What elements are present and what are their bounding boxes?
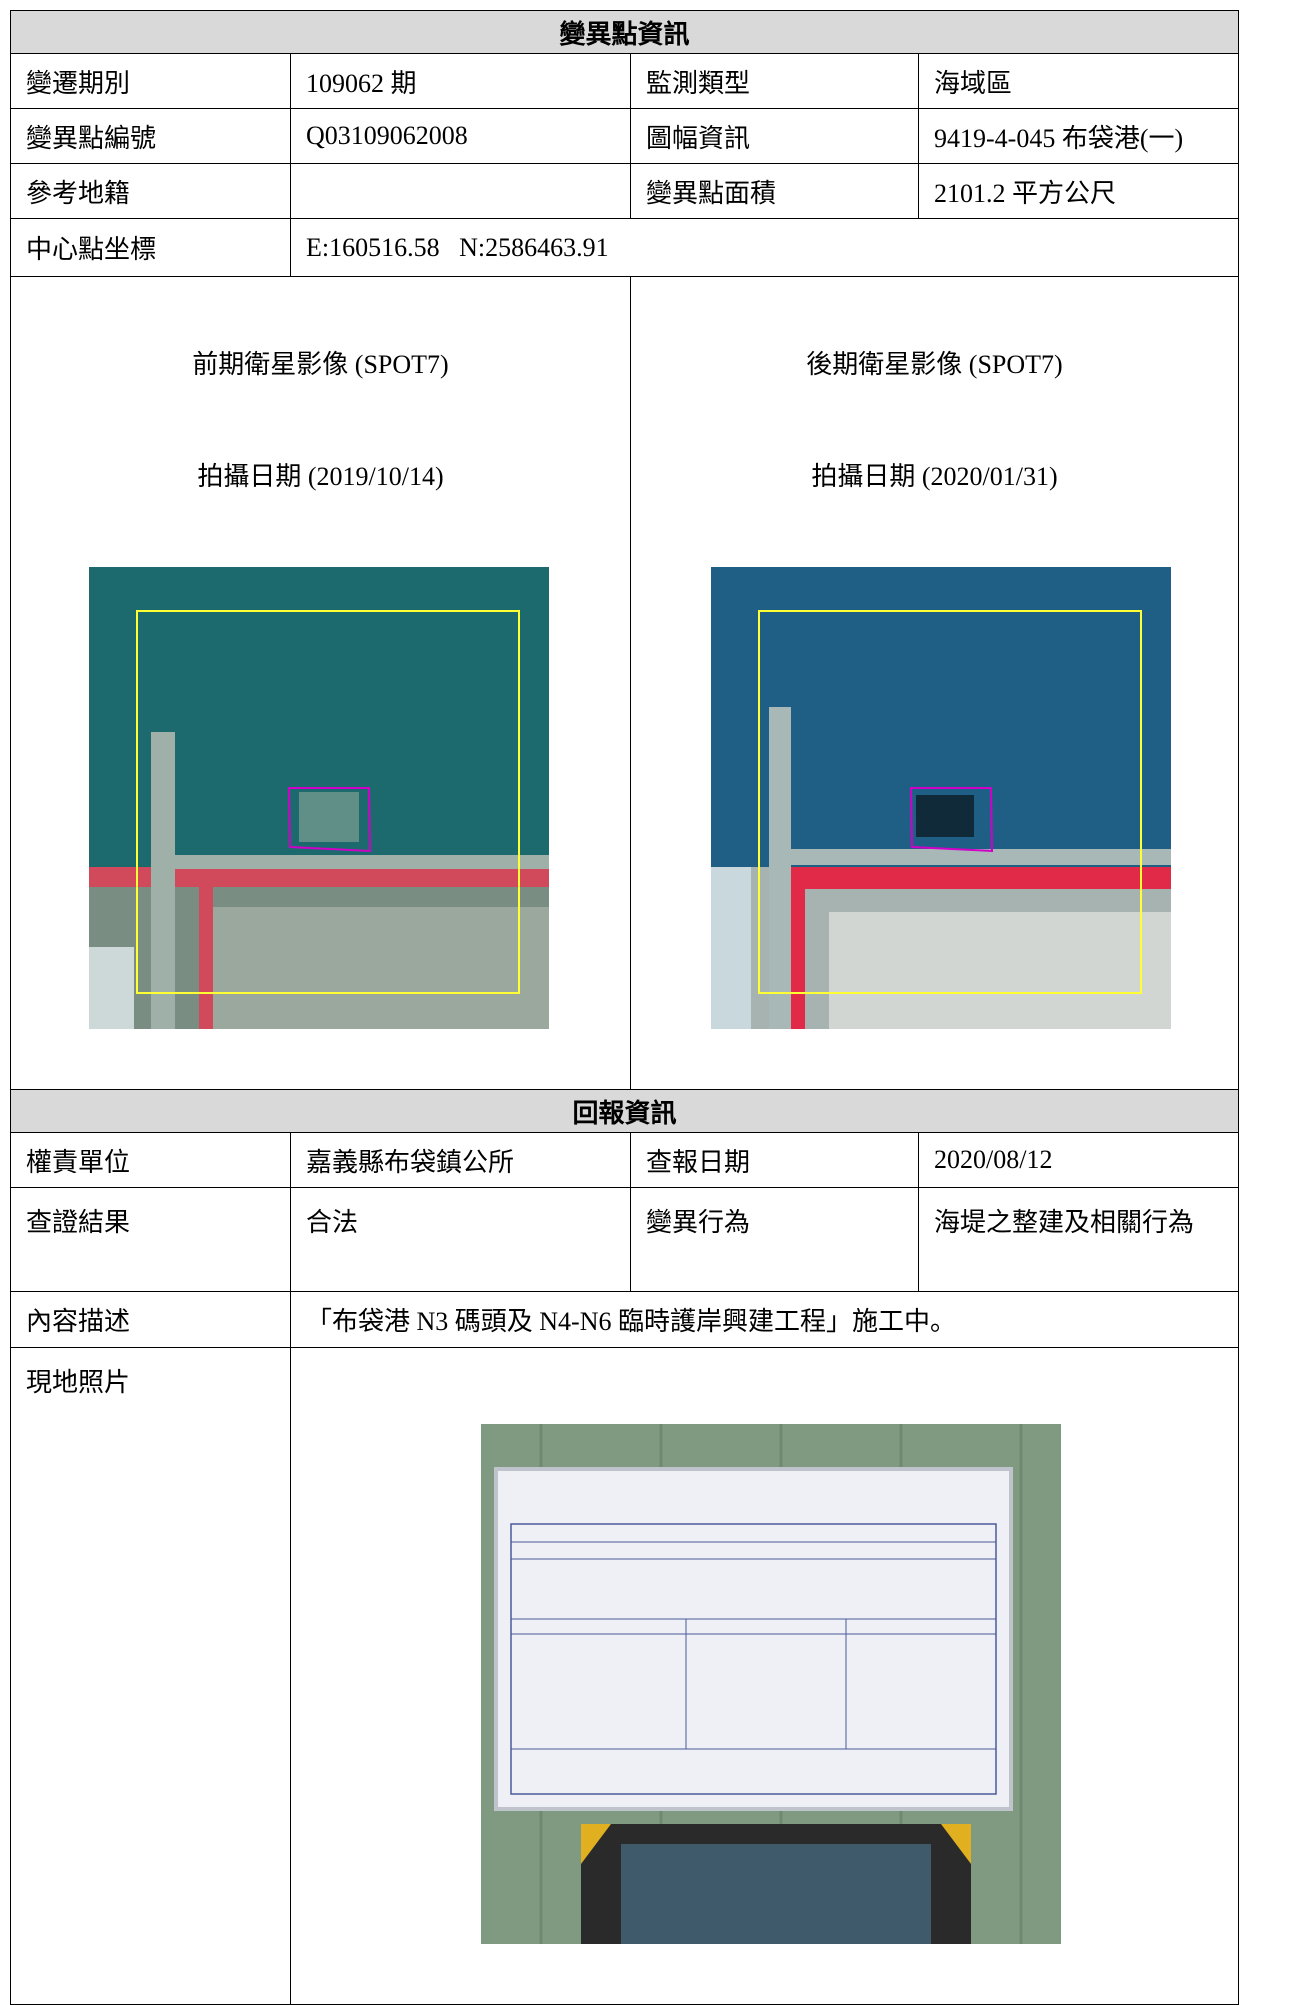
cell: 變異點編號: [10, 108, 291, 164]
satellite-image-after: [711, 567, 1171, 1029]
cell: 2020/08/12: [917, 1132, 1240, 1188]
cell: 109062 期: [290, 53, 631, 109]
cell: 查報日期: [630, 1132, 919, 1188]
section-header: 變異點資訊: [9, 10, 1240, 54]
cell: E:160516.58 N:2586463.91: [289, 218, 1240, 277]
cell: 圖幅資訊: [630, 108, 919, 164]
image-caption: 前期衛星影像 (SPOT7): [192, 350, 449, 379]
report-table: 變異點資訊 變遷期別 109062 期監測類型 海域區 變異點編號 Q03109062…: [9, 10, 1240, 2005]
cell: 變異點面積: [630, 163, 919, 219]
site-photo: [481, 1424, 1061, 1944]
image-caption: 後期衛星影像 (SPOT7): [806, 350, 1063, 379]
cell: 嘉義縣布袋鎮公所: [290, 1132, 631, 1188]
photo-cell: [289, 1347, 1240, 2005]
cell: 變異行為: [630, 1187, 919, 1292]
cell: 權責單位: [10, 1132, 291, 1188]
image-date: 拍攝日期 (2019/10/14): [197, 462, 444, 491]
cell: 「布袋港 N3 碼頭及 N4-N6 臨時護岸興建工程」施工中。: [289, 1291, 1240, 1348]
cell: 內容描述: [10, 1291, 291, 1348]
cell: 中心點坐標: [10, 218, 291, 277]
page: {"info": {"title": "變異點資訊", "rows": [["變…: [9, 10, 1240, 2005]
cell: 2101.2 平方公尺: [917, 163, 1240, 219]
cell: [290, 163, 631, 219]
cell: 海堤之整建及相關行為: [917, 1187, 1240, 1292]
cell: 參考地籍: [10, 163, 291, 219]
satellite-image-before: [89, 567, 549, 1029]
image-cell: 後期衛星影像 (SPOT7) 拍攝日期 (2020/01/31): [629, 276, 1240, 1090]
image-date: 拍攝日期 (2020/01/31): [811, 462, 1058, 491]
cell: 合法: [290, 1187, 631, 1292]
cell: 監測類型: [630, 53, 919, 109]
cell: Q03109062008: [290, 108, 631, 164]
section-header: 回報資訊: [9, 1089, 1240, 1133]
cell: 查證結果: [10, 1187, 291, 1292]
cell: 9419-4-045 布袋港(一): [917, 108, 1240, 164]
cell: 變遷期別: [10, 53, 291, 109]
cell: 海域區: [917, 53, 1240, 109]
cell: 現地照片: [10, 1347, 291, 2005]
image-cell: 前期衛星影像 (SPOT7) 拍攝日期 (2019/10/14): [10, 276, 631, 1090]
